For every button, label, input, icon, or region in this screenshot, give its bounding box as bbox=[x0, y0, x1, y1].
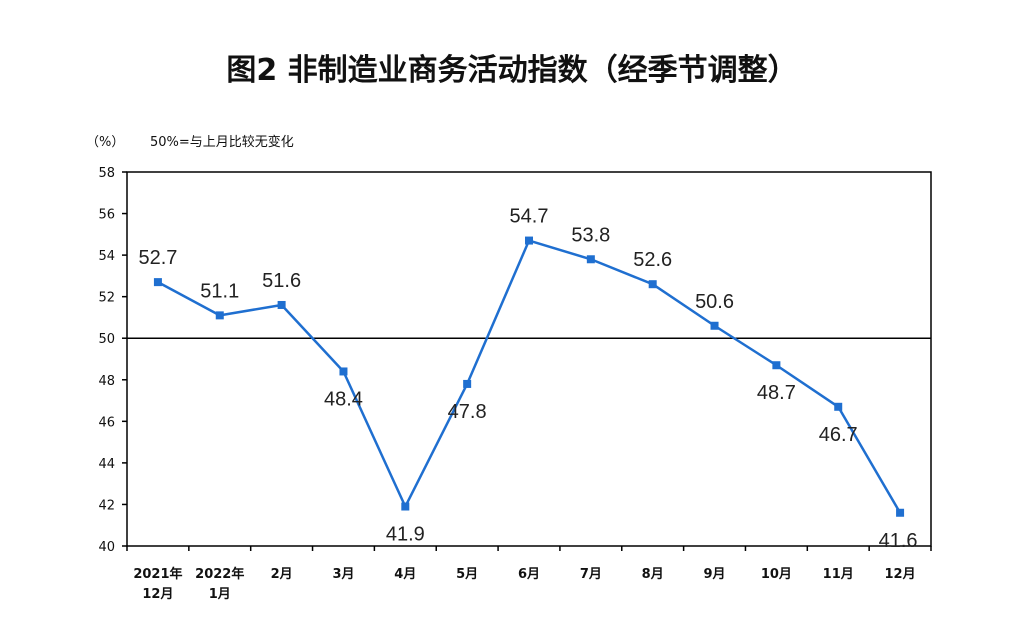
y-axis-ticks: 40 42 44 46 48 50 52 54 56 58 bbox=[98, 166, 127, 555]
data-point bbox=[401, 502, 410, 511]
x-tick-label: 10月 bbox=[761, 567, 792, 582]
data-label: 48.7 bbox=[757, 382, 796, 404]
data-label: 51.6 bbox=[262, 270, 301, 292]
data-label: 50.6 bbox=[695, 291, 734, 313]
data-point bbox=[648, 280, 657, 289]
data-point bbox=[710, 321, 719, 330]
x-tick-label: 6月 bbox=[518, 567, 540, 582]
x-tick-label: 8月 bbox=[642, 567, 664, 582]
x-tick-label: 2021年 bbox=[133, 566, 182, 582]
y-tick-label: 48 bbox=[98, 374, 115, 389]
data-label: 41.6 bbox=[879, 530, 918, 552]
y-tick-label: 44 bbox=[98, 457, 115, 472]
x-tick-label: 9月 bbox=[704, 567, 726, 582]
data-point bbox=[463, 379, 472, 388]
data-labels: 52.7 51.1 51.6 48.4 41.9 47.8 54.7 53.8 52.6 50.6… bbox=[138, 206, 917, 552]
data-label: 52.6 bbox=[633, 249, 672, 271]
data-point bbox=[215, 311, 224, 320]
x-tick-label: 4月 bbox=[394, 567, 416, 582]
chart-title: 图2 非制造业商务活动指数（经季节调整） bbox=[226, 53, 797, 88]
data-point bbox=[586, 255, 595, 264]
x-tick-label: 12月 bbox=[142, 587, 173, 602]
x-tick-label: 2022年 bbox=[195, 566, 244, 582]
y-tick-label: 58 bbox=[98, 166, 115, 181]
x-tick-label: 2月 bbox=[271, 567, 293, 582]
x-tick-label: 1月 bbox=[209, 587, 231, 602]
data-point bbox=[772, 361, 781, 370]
data-label: 41.9 bbox=[386, 524, 425, 546]
x-axis-ticks: 2021年 12月 2022年 1月 2月 3月 4月 5月 6月 7月 8月 9月 10月 11月 12月 bbox=[126, 546, 932, 602]
data-label: 46.7 bbox=[819, 424, 858, 446]
data-label: 51.1 bbox=[200, 280, 239, 302]
data-point bbox=[339, 367, 348, 376]
reference-note: 50%=与上月比较无变化 bbox=[150, 134, 294, 150]
x-tick-label: 12月 bbox=[885, 567, 916, 582]
plot-frame bbox=[126, 171, 932, 547]
data-point bbox=[153, 278, 162, 287]
x-tick-label: 5月 bbox=[456, 567, 478, 582]
data-point bbox=[896, 508, 905, 517]
x-tick-label: 3月 bbox=[332, 567, 354, 582]
y-unit-label: （%） bbox=[86, 135, 124, 150]
y-tick-label: 46 bbox=[98, 415, 115, 430]
y-tick-label: 56 bbox=[98, 208, 115, 223]
y-tick-label: 52 bbox=[98, 291, 115, 306]
y-tick-label: 40 bbox=[98, 540, 115, 555]
y-tick-label: 54 bbox=[98, 249, 115, 264]
x-tick-label: 11月 bbox=[823, 567, 854, 582]
data-point bbox=[834, 402, 843, 411]
y-tick-label: 42 bbox=[98, 498, 115, 513]
data-point bbox=[277, 300, 286, 309]
data-point bbox=[525, 236, 533, 245]
data-label: 54.7 bbox=[510, 206, 549, 228]
data-markers bbox=[153, 236, 905, 517]
data-label: 47.8 bbox=[448, 401, 487, 423]
x-tick-label: 7月 bbox=[580, 567, 602, 582]
data-label: 48.4 bbox=[324, 388, 363, 410]
data-label: 52.7 bbox=[138, 247, 177, 269]
data-label: 53.8 bbox=[571, 224, 610, 246]
y-tick-label: 50 bbox=[98, 332, 115, 347]
